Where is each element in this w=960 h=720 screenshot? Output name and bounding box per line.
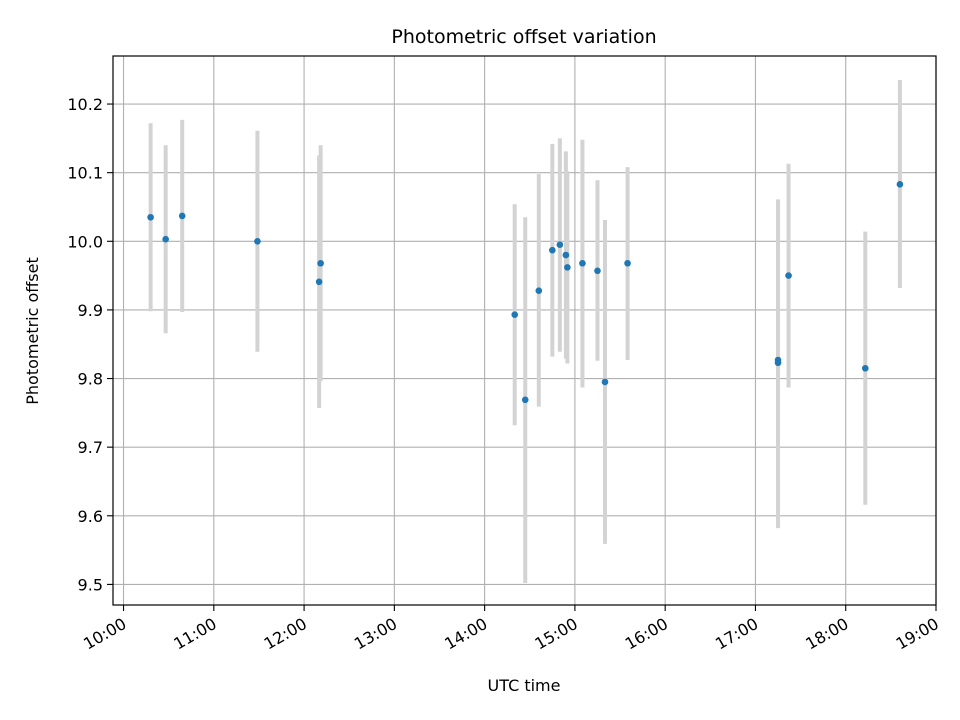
data-point xyxy=(162,235,169,243)
y-tick-label: 9.9 xyxy=(78,301,103,320)
plot-frame xyxy=(112,55,937,606)
y-tick-label: 9.5 xyxy=(78,575,103,594)
data-point xyxy=(147,213,154,221)
data-point xyxy=(511,311,519,319)
data-point xyxy=(535,287,543,294)
data-point xyxy=(861,364,869,372)
data-point xyxy=(579,259,586,267)
data-point xyxy=(562,251,570,259)
y-axis-label: Photometric offset xyxy=(23,257,42,405)
data-point xyxy=(896,181,904,188)
y-tick-label: 10.1 xyxy=(67,164,103,183)
data-point xyxy=(624,259,631,267)
y-axis-ticks: 9.5 9.6 9.7 9.8 9.9 10.0 10.1 10.2 xyxy=(67,95,113,594)
y-tick-label: 9.7 xyxy=(78,438,103,457)
y-tick-label: 9.6 xyxy=(78,507,103,526)
chart-title: Photometric offset variation xyxy=(391,26,656,48)
x-axis-label: UTC time xyxy=(488,676,561,695)
data-points xyxy=(147,181,904,404)
data-point xyxy=(785,272,792,279)
y-tick-label: 10.0 xyxy=(67,232,103,251)
data-point xyxy=(594,267,601,275)
data-point xyxy=(315,278,323,286)
data-point xyxy=(178,212,186,220)
data-point xyxy=(549,246,556,254)
data-point xyxy=(774,356,782,364)
data-point xyxy=(317,259,324,267)
y-tick-label: 10.2 xyxy=(67,95,103,114)
data-point xyxy=(601,378,609,386)
data-point xyxy=(254,237,261,245)
data-point xyxy=(521,396,529,404)
y-tick-label: 9.8 xyxy=(78,370,103,389)
data-point xyxy=(556,241,564,249)
data-point xyxy=(564,264,571,271)
